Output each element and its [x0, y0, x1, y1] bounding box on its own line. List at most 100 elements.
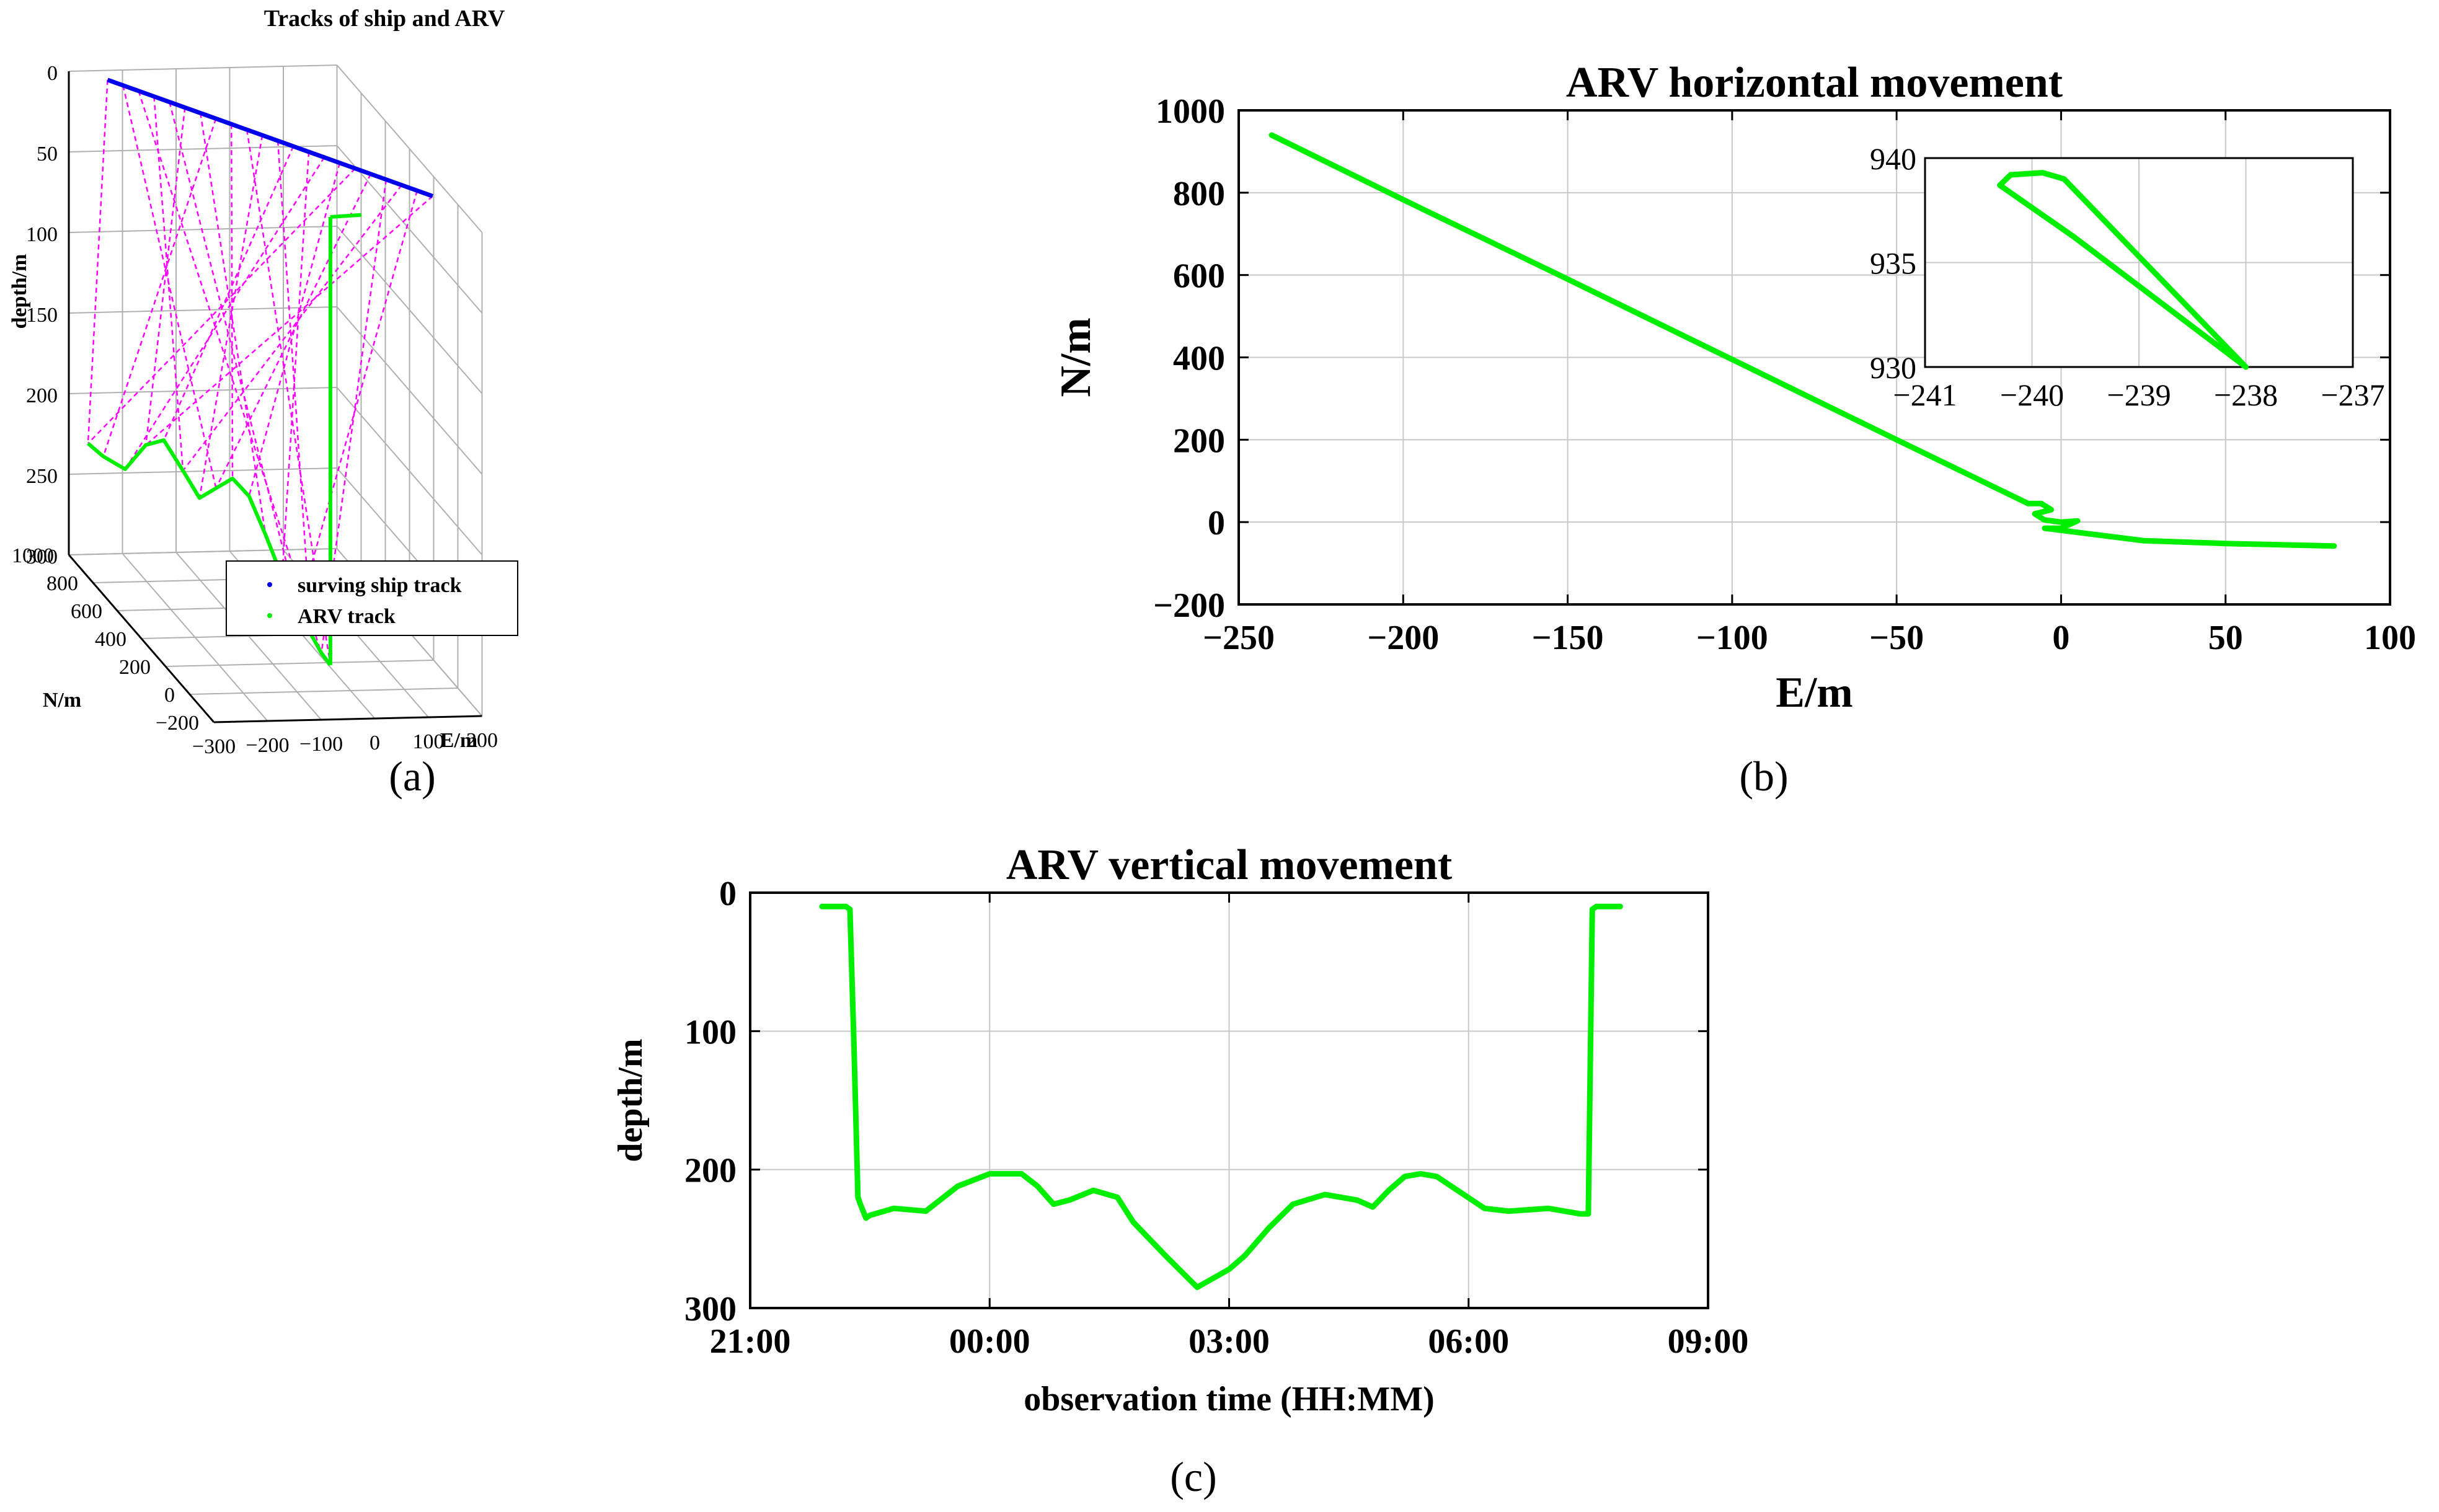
inset-y-tick-label: 935	[1870, 246, 1916, 281]
back-wall-gridline	[68, 306, 337, 314]
acoustic-ray	[144, 107, 186, 445]
floor-gridline	[165, 660, 434, 667]
y-tick-label: 800	[1173, 175, 1225, 213]
acoustic-ray	[124, 157, 325, 470]
y-tick-label: 200	[119, 656, 151, 679]
y-tick-label: 200	[1173, 422, 1225, 460]
side-wall-gridline	[336, 306, 483, 475]
x-axis-label: observation time (HH:MM)	[1024, 1380, 1434, 1418]
back-wall-gridline	[68, 226, 337, 233]
inset-x-tick-label: −238	[2214, 378, 2278, 412]
x-tick-label: −100	[1696, 619, 1768, 657]
chart-title: ARV horizontal movement	[1566, 59, 2063, 107]
z-axis-label: depth/m	[8, 254, 31, 329]
acoustic-ray	[87, 79, 108, 444]
legend-box	[226, 560, 518, 636]
acoustic-ray	[153, 96, 184, 471]
z-tick-label: 50	[37, 143, 58, 166]
x-axis-label: E/m	[440, 729, 477, 752]
x-tick-label: 0	[370, 732, 380, 754]
x-tick-label: −200	[1367, 619, 1439, 657]
x-axis-line	[213, 715, 482, 723]
z-tick-label: 250	[26, 465, 58, 488]
inset-y-tick-label: 930	[1870, 350, 1916, 385]
y-tick-label: 1000	[1156, 92, 1225, 131]
y-tick-label: 0	[719, 875, 737, 913]
back-wall-gridline	[68, 467, 337, 475]
side-wall-gridline	[336, 226, 483, 394]
x-tick-label: −200	[246, 734, 289, 757]
panel-label-a: (a)	[389, 753, 435, 800]
panel-label-b: (b)	[1739, 753, 1788, 800]
x-tick-label: 00:00	[949, 1322, 1030, 1361]
x-tick-label: 50	[2208, 619, 2243, 657]
panel-b-horizontal-movement: −250 −200 −150 −100 −50 0 50 100−20002004006008…	[1052, 59, 2416, 717]
x-tick-label: 21:00	[710, 1322, 791, 1361]
legend-marker-arv	[267, 613, 272, 618]
ship-track-line	[107, 77, 433, 198]
acoustic-ray	[200, 113, 267, 535]
acoustic-ray	[87, 167, 356, 444]
x-tick-label: 0	[2052, 619, 2069, 657]
acoustic-ray	[163, 146, 294, 441]
acoustic-ray	[169, 102, 299, 611]
y-tick-label: 600	[71, 600, 102, 623]
chart-title: Tracks of ship and ARV	[264, 6, 505, 32]
side-wall-gridline	[336, 64, 483, 233]
acoustic-ray	[248, 162, 341, 497]
z-tick-label: 200	[26, 384, 58, 407]
x-tick-label: 200	[466, 729, 498, 752]
x-tick-label: −50	[1869, 619, 1924, 657]
z-tick-label: 0	[47, 62, 58, 85]
back-wall-gridline	[68, 387, 337, 394]
side-wall-gridline	[336, 387, 483, 555]
series-line-0	[1268, 132, 2337, 549]
inset-frame	[1924, 157, 2354, 368]
y-tick-label: 800	[46, 572, 78, 595]
acoustic-ray	[198, 135, 263, 498]
inset-x-tick-label: −240	[2000, 378, 2064, 412]
y-tick-label: 0	[1208, 504, 1225, 542]
x-tick-label: 100	[2364, 619, 2416, 657]
y-tick-label: 400	[95, 628, 126, 651]
floor-gridline	[189, 687, 458, 695]
acoustic-ray	[215, 174, 372, 489]
legend-marker-ship	[267, 582, 272, 587]
back-wall-gridline	[68, 64, 337, 72]
legend-label-arv: ARV track	[298, 605, 396, 628]
inset-series-line-0	[1997, 170, 2249, 370]
acoustic-ray	[138, 91, 322, 653]
panel-label-c: (c)	[1170, 1453, 1216, 1500]
y-axis-label: N/m	[1052, 317, 1100, 397]
x-tick-label: −250	[1203, 619, 1275, 657]
y-tick-label: 1000	[12, 544, 54, 567]
x-tick-label: 03:00	[1189, 1322, 1270, 1361]
arv-track-line-2	[330, 213, 362, 219]
inset-x-tick-label: −241	[1893, 378, 1957, 412]
x-tick-label: −300	[192, 735, 236, 758]
z-tick-label: 300	[26, 546, 58, 568]
z-tick-label: 150	[26, 304, 58, 327]
acoustic-ray	[281, 151, 310, 577]
y-tick-label: −200	[156, 712, 199, 735]
x-axis-label: E/m	[1776, 669, 1852, 717]
y-tick-label: 300	[684, 1290, 737, 1329]
series-line-0	[819, 903, 1623, 1290]
acoustic-ray	[102, 118, 217, 457]
y-axis-label: depth/m	[611, 1038, 650, 1162]
x-tick-label: 09:00	[1668, 1322, 1749, 1361]
y-tick-label: 600	[1173, 257, 1225, 296]
y-tick-label: −200	[1153, 586, 1225, 625]
side-wall-gridline	[336, 145, 483, 314]
y-tick-label: 100	[684, 1013, 737, 1051]
y-tick-label: 400	[1173, 340, 1225, 378]
y-tick-label: 0	[164, 684, 175, 707]
x-tick-label: 06:00	[1428, 1322, 1509, 1361]
y-axis-line	[68, 554, 215, 723]
inset-y-tick-label: 940	[1870, 141, 1916, 176]
chart-title: ARV vertical movement	[1006, 841, 1452, 889]
x-tick-label: −150	[1532, 619, 1604, 657]
inset-x-tick-label: −239	[2107, 378, 2171, 412]
